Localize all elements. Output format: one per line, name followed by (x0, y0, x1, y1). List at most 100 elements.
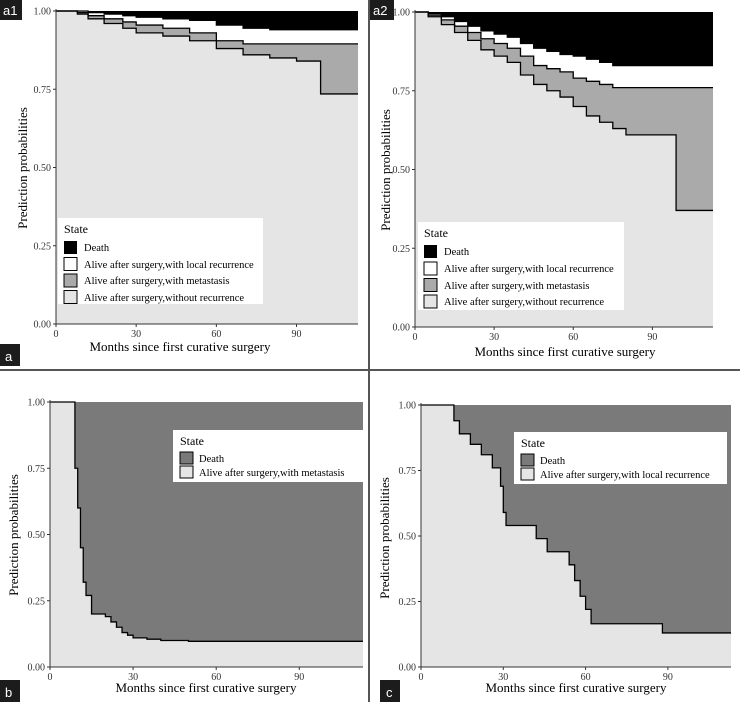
y-tick-label: 0.50 (393, 165, 411, 176)
legend-swatch-death (520, 453, 535, 467)
area-alive-after-surgery-with-metastasis (50, 402, 363, 667)
legend-swatch-metastasis (63, 273, 78, 288)
legend-swatch-local-recurrence (423, 261, 438, 276)
legend-label-death: Death (444, 247, 470, 258)
legend-label-local-recurrence: Alive after surgery,with local recurrenc… (540, 470, 710, 481)
legend-label-without-recurrence: Alive after surgery,without recurrence (444, 297, 604, 308)
y-tick-label: 0.25 (34, 241, 52, 252)
boundary-alive-after-surgery-with-metastasis (56, 10, 358, 45)
panel-b-ylabel: Prediction probabilities (6, 474, 21, 596)
panel-tag-a2: a2 (370, 0, 394, 20)
panel-c-xlabel: Months since first curative surgery (486, 680, 667, 695)
panel-a1-ylabel: Prediction probabilities (15, 107, 30, 229)
legend-title: State (64, 222, 88, 236)
panel-tag-a1-box (0, 0, 22, 20)
panel-tag-a2-text: a2 (373, 3, 387, 18)
y-tick-label: 1.00 (34, 7, 52, 18)
legend-label-death: Death (540, 456, 566, 467)
legend-swatch-death (179, 451, 194, 465)
legend-label-metastasis: Alive after surgery,with metastasis (444, 281, 590, 292)
legend-swatch-metastasis (179, 465, 194, 479)
panel-tag-a: a (0, 344, 20, 366)
y-tick-label: 0.25 (399, 597, 417, 608)
boundary-alive-after-surgery-with-local-recurrence (421, 404, 731, 634)
panel-tag-c: c (380, 680, 400, 702)
legend-background (418, 222, 624, 310)
panel-tag-b-text: b (5, 685, 12, 700)
panel-b-legend: State Death Alive after surgery,with met… (173, 430, 363, 482)
legend-swatch-local-recurrence (63, 257, 78, 271)
y-tick-label: 0.25 (28, 596, 46, 607)
legend-swatch-death (64, 241, 77, 254)
legend-label-local-recurrence: Alive after surgery,with local recurrenc… (444, 264, 614, 275)
panel-tag-a-box (0, 344, 20, 366)
y-tick-label: 0.50 (28, 530, 46, 541)
panel-a1-legend: State Death Alive after surgery,with loc… (58, 218, 263, 304)
x-tick-label: 90 (292, 329, 302, 340)
x-tick-label: 60 (568, 332, 578, 343)
panel-tag-b-box (0, 680, 20, 702)
chart-panel-c: 0.00 0.25 0.50 0.75 1.00 0 30 60 90 Months since… (377, 401, 731, 702)
x-tick-label: 0 (419, 672, 424, 683)
legend-background (58, 218, 263, 304)
x-tick-label: 90 (663, 672, 673, 683)
legend-background (514, 432, 727, 484)
y-tick-label: 0.50 (34, 163, 52, 174)
y-tick-label: 0.75 (393, 86, 411, 97)
legend-title: State (180, 434, 204, 448)
panel-a2-xlabel: Months since first curative surgery (475, 344, 656, 359)
legend-title: State (424, 226, 448, 240)
y-tick-label: 1.00 (393, 8, 411, 19)
panel-tag-a1: a1 (0, 0, 22, 20)
panel-tag-c-text: c (386, 685, 393, 700)
x-tick-label: 0 (54, 329, 59, 340)
panel-a2-legend: State Death Alive after surgery,with loc… (418, 222, 624, 310)
chart-panel-a1: 0.00 0.25 0.50 0.75 1.00 0 30 60 90 Months since… (0, 0, 358, 366)
legend-label-local-recurrence: Alive after surgery,with local recurrenc… (84, 260, 254, 271)
y-tick-label: 0.00 (34, 320, 52, 331)
panel-tag-a2-box (370, 0, 394, 20)
panel-a2-ylabel: Prediction probabilities (378, 109, 393, 231)
chart-panel-b: 0.00 0.25 0.50 0.75 1.00 0 30 60 90 Months since… (0, 398, 363, 702)
panel-tag-c-box (380, 680, 400, 702)
panel-a1-xlabel: Months since first curative surgery (90, 339, 271, 354)
legend-title: State (521, 436, 545, 450)
boundary-alive-after-surgery-without-recurrence (56, 10, 358, 95)
y-tick-label: 0.75 (399, 466, 417, 477)
legend-swatch-death (424, 245, 437, 258)
y-tick-label: 1.00 (399, 401, 417, 412)
y-tick-label: 0.75 (34, 85, 52, 96)
boundary-alive-after-surgery-with-local-recurrence (415, 11, 713, 67)
y-tick-label: 0.50 (399, 532, 417, 543)
panel-tag-b: b (0, 680, 20, 702)
x-tick-label: 0 (413, 332, 418, 343)
legend-label-death: Death (199, 454, 225, 465)
y-tick-label: 0.00 (399, 663, 417, 674)
legend-swatch-without-recurrence (63, 290, 78, 304)
boundary-alive-after-surgery-with-metastasis (50, 401, 363, 642)
area-alive-after-surgery-with-local-recurrence (421, 405, 731, 667)
panel-tag-a-text: a (5, 349, 13, 364)
boundary-alive-after-surgery-with-local-recurrence (56, 10, 358, 31)
x-tick-label: 60 (581, 672, 591, 683)
x-tick-label: 60 (211, 329, 221, 340)
x-tick-label: 30 (131, 329, 141, 340)
panel-c-ylabel: Prediction probabilities (377, 477, 392, 599)
x-tick-label: 0 (48, 672, 53, 683)
x-tick-label: 30 (489, 332, 499, 343)
x-tick-label: 30 (128, 672, 138, 683)
legend-swatch-local-recurrence (520, 467, 535, 481)
x-tick-label: 30 (498, 672, 508, 683)
y-tick-label: 0.75 (28, 464, 46, 475)
legend-swatch-metastasis (423, 278, 438, 292)
x-tick-label: 90 (647, 332, 657, 343)
boundary-alive-after-surgery-with-metastasis (415, 11, 713, 89)
y-tick-label: 0.00 (28, 663, 46, 674)
x-tick-label: 90 (294, 672, 304, 683)
legend-background (173, 430, 363, 482)
legend-swatch-without-recurrence (423, 294, 438, 309)
y-tick-label: 1.00 (28, 398, 46, 409)
legend-label-metastasis: Alive after surgery,with metastasis (199, 468, 345, 479)
